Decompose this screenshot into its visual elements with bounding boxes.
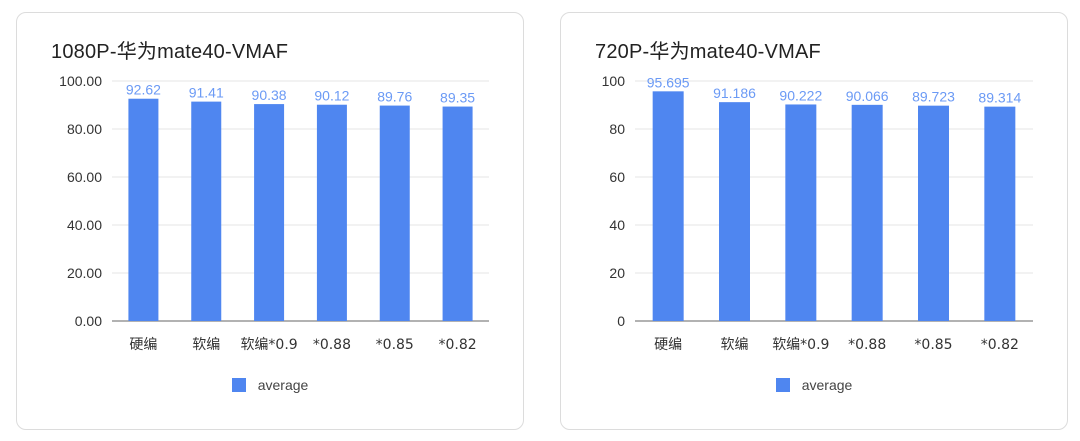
legend-swatch [775, 378, 790, 392]
chart-card-720p: 720P-华为mate40-VMAF 0 20 40 60 80 100 95.695 硬编 9… [560, 12, 1068, 430]
y-tick-label: 60 [609, 169, 625, 185]
bar [316, 104, 347, 321]
bar [719, 102, 750, 322]
x-tick-label: 软编*0.9 [772, 337, 829, 353]
data-label: 92.62 [126, 82, 161, 98]
chart-title: 720P-华为mate40-VMAF [595, 41, 821, 63]
data-label: 90.222 [779, 87, 822, 103]
bar [128, 98, 159, 321]
legend-label: average [801, 377, 853, 393]
data-label: 90.066 [846, 88, 889, 104]
legend: average [561, 377, 1067, 393]
bar [254, 104, 285, 321]
y-tick-label: 40.00 [67, 217, 102, 233]
data-label: 95.695 [647, 74, 690, 90]
bar [851, 104, 883, 321]
y-tick-label: 100.00 [59, 73, 102, 89]
x-tick-label: *0.85 [914, 337, 952, 353]
x-tick-label: 软编 [721, 337, 749, 353]
y-tick-label: 80.00 [67, 121, 102, 137]
bar [652, 91, 684, 321]
bar-chart-1080p: 0.00 20.00 40.00 60.00 80.00 100.00 92.62 硬编 91.… [59, 73, 489, 353]
y-tick-label: 60.00 [67, 169, 102, 185]
x-tick-label: *0.82 [981, 337, 1019, 353]
bar-chart-720p: 0 20 40 60 80 100 95.695 硬编 91.186 软编 90.222 软编*0.9… [602, 73, 1033, 353]
y-tick-label: 0.00 [75, 313, 102, 329]
bar [984, 106, 1016, 322]
bar [918, 105, 949, 322]
chart-card-1080p: 1080P-华为mate40-VMAF 0.00 20.00 40.00 60.00 8… [16, 12, 524, 430]
legend: average [17, 377, 523, 393]
x-tick-label: *0.88 [848, 337, 886, 353]
bar [785, 104, 817, 322]
x-tick-label: *0.82 [438, 337, 476, 353]
y-tick-label: 20 [609, 265, 625, 281]
x-tick-label: 硬编 [654, 337, 682, 353]
data-label: 89.314 [978, 90, 1021, 106]
data-label: 90.12 [314, 88, 349, 104]
chart-title: 1080P-华为mate40-VMAF [51, 41, 289, 63]
legend-swatch [231, 378, 246, 392]
x-tick-label: 软编*0.9 [240, 337, 297, 353]
x-tick-label: 软编 [192, 337, 220, 353]
data-label: 89.76 [377, 89, 412, 105]
bar [191, 101, 222, 321]
bar [379, 105, 410, 322]
data-label: 89.35 [440, 90, 475, 106]
legend-label: average [257, 377, 309, 393]
x-tick-label: 硬编 [129, 337, 157, 353]
y-tick-label: 80 [609, 121, 625, 137]
y-tick-label: 40 [609, 217, 625, 233]
y-tick-label: 100 [602, 73, 626, 89]
y-tick-label: 0 [617, 313, 625, 329]
data-label: 90.38 [252, 87, 287, 103]
bar [442, 106, 473, 321]
y-tick-label: 20.00 [67, 265, 102, 281]
data-label: 91.186 [713, 85, 756, 101]
data-label: 89.723 [912, 89, 955, 105]
x-tick-label: *0.88 [313, 337, 351, 353]
data-label: 91.41 [189, 85, 224, 101]
x-tick-label: *0.85 [376, 337, 414, 353]
